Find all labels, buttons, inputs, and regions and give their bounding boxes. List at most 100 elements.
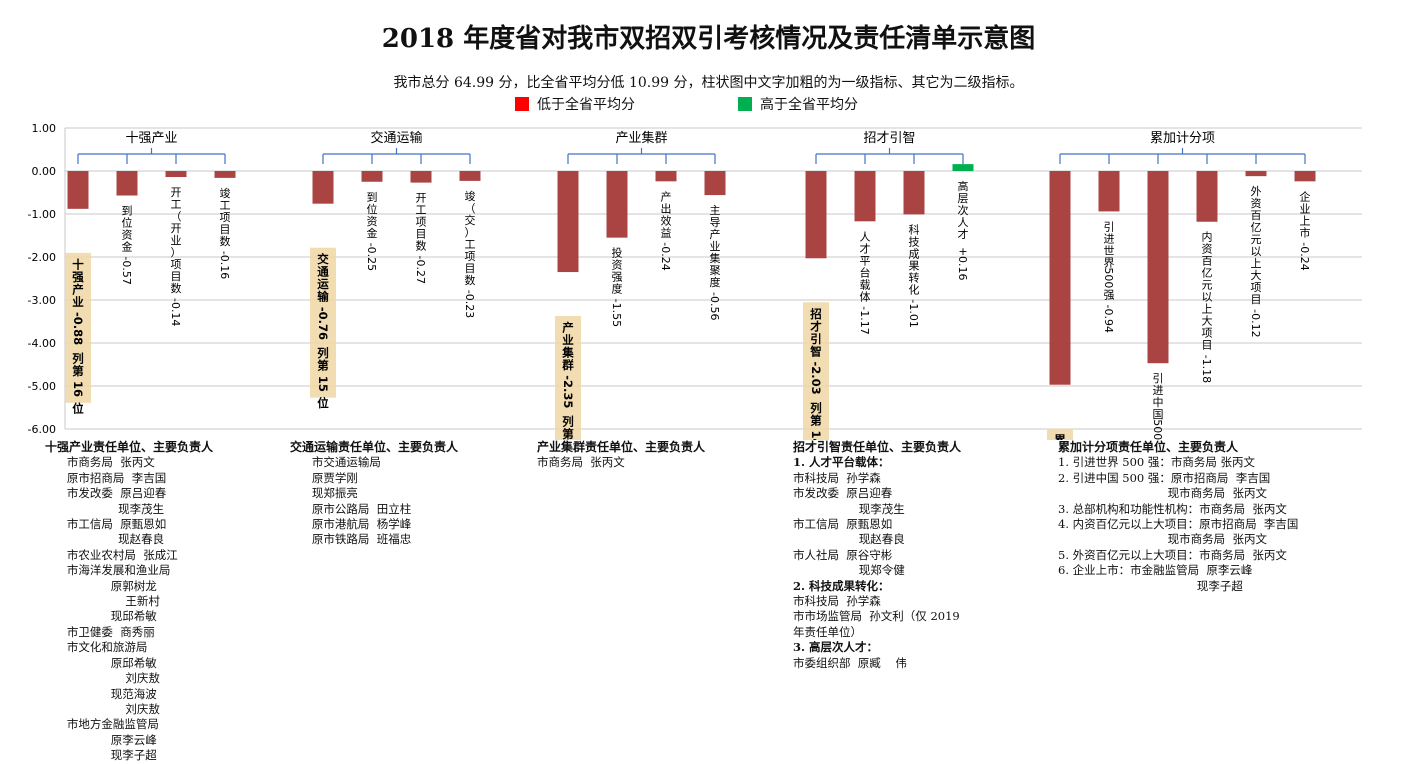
bar-label: 企业上市 -0.24 <box>1298 189 1311 270</box>
primary-badge <box>803 302 829 440</box>
bar-label-char: 高 <box>958 179 969 193</box>
bar <box>67 171 89 209</box>
resp-block-1: 十强产业责任单位、主要负责人 市商务局 张丙文 原市招商局 李吉国 市发改委 原… <box>45 440 213 764</box>
y-tick-label: -6.00 <box>28 423 56 436</box>
resp-line: 原市公路局 田立柱 <box>290 501 412 516</box>
bar-label-char: 位 <box>317 396 329 410</box>
resp-line: 现赵春良 <box>793 532 905 547</box>
bar-label-char: -0.14 <box>169 298 182 326</box>
y-tick-label: 0.00 <box>32 165 57 178</box>
bar-label-char: 强 <box>72 270 84 284</box>
bar-label-char: 科 <box>909 222 920 236</box>
resp-line: 年责任单位） <box>793 624 862 639</box>
bar-label-char: 资 <box>122 229 133 242</box>
bar-label-char: 载 <box>860 278 871 291</box>
bar-label-char: 导 <box>710 216 721 229</box>
bar-label-char: 群 <box>561 358 574 372</box>
bar-label-char: -0.23 <box>463 290 476 318</box>
bar-label-char: 化 <box>909 282 920 296</box>
bar-label-char: 第 <box>810 413 822 427</box>
bar-label-char: ） <box>465 226 476 239</box>
bar <box>854 171 876 222</box>
y-tick-label: 1.00 <box>32 122 57 135</box>
bar-label-char: 数 <box>416 240 427 253</box>
bar-label-char: 业 <box>710 240 721 253</box>
bar-label-char: 引 <box>810 332 822 346</box>
resp-line: 市发改委 原吕迎春 <box>45 486 167 501</box>
resp-line: 3. 总部机构和功能性机构：市商务局 张丙文 <box>1058 501 1287 516</box>
resp-line: 市卫健委 商秀丽 <box>45 624 155 639</box>
resp-line: 现李子超 <box>45 748 157 763</box>
legend-label-above: 高于全省平均分 <box>760 97 858 113</box>
resp-title: 交通运输责任单位、主要负责人 <box>290 440 459 454</box>
bar-label-char: （ <box>465 202 476 215</box>
bar-label-char: -0.88 <box>71 312 85 345</box>
bar-label-char: （ <box>171 210 182 223</box>
bar-label-char: 企 <box>1300 189 1311 203</box>
resp-title: 十强产业责任单位、主要负责人 <box>45 440 214 454</box>
legend-swatch-below <box>515 97 529 111</box>
resp-block-2: 交通运输责任单位、主要负责人 市交通运输局 原贾学刚 现郑振亮 原市公路局 田立… <box>290 440 458 548</box>
bar-label: 内资百亿元以上大项目 -1.18 <box>1200 230 1213 383</box>
bar-label-char: 元 <box>1202 279 1213 292</box>
primary-label: 招才引智-2.03列第14位 <box>809 307 823 440</box>
bar-label-char: 交 <box>317 252 329 266</box>
bar-label-char: 人 <box>958 216 969 229</box>
bar-label-char: 进 <box>1104 232 1115 245</box>
bar-label-char: + <box>958 245 967 258</box>
group-title: 产业集群 <box>615 130 667 146</box>
bar-label-char: 业 <box>1300 202 1311 215</box>
bar-label-char: 运 <box>317 277 329 291</box>
bar-label-char: 工 <box>465 238 476 251</box>
bar-label-char: 开 <box>171 186 182 199</box>
bar-label-char: 通 <box>317 265 329 279</box>
bar-label-char: 出 <box>661 201 672 215</box>
bar <box>361 171 383 182</box>
legend-label-below: 低于全省平均分 <box>537 97 635 113</box>
bar-label-char: 以 <box>1251 245 1262 258</box>
bar-label-char: 项 <box>465 250 476 263</box>
resp-line: 原邱希敏 <box>45 655 157 670</box>
bar-label-char: -0.94 <box>1102 305 1115 333</box>
resp-line: 现李茂生 <box>793 501 905 516</box>
bar <box>116 171 138 196</box>
bar-label-char: 投 <box>612 246 623 260</box>
bar-label-char: 500 <box>1151 419 1164 440</box>
resp-line: 原郭树龙 <box>45 578 157 593</box>
y-tick-label: -3.00 <box>28 294 56 307</box>
resp-line: 6. 企业上市：市金融监管局 原李云峰 <box>1058 563 1253 578</box>
bar-label-char: 引 <box>1153 371 1164 385</box>
resp-line: 市海洋发展和渔业局 <box>45 563 171 578</box>
resp-line: 市科技局 孙学森 <box>793 470 881 485</box>
y-tick-label: -5.00 <box>28 380 56 393</box>
resp-line: 3. 高层次人才： <box>793 640 879 655</box>
resp-line: 刘庆敖 <box>45 701 160 716</box>
bar <box>805 171 827 259</box>
bar-label-char: 目 <box>1251 293 1262 306</box>
bar-label-char: 平 <box>860 254 871 267</box>
primary-badge <box>555 316 581 440</box>
bar-label-char: 列 <box>317 346 329 360</box>
bar <box>1098 171 1120 212</box>
bar <box>1245 171 1267 177</box>
bar <box>1147 171 1169 364</box>
resp-title: 产业集群责任单位、主要负责人 <box>537 440 706 454</box>
bar-label-char: 技 <box>909 235 920 248</box>
bar-label-char: 度 <box>710 275 721 289</box>
bar <box>1294 171 1316 182</box>
legend-item-above: 高于全省平均分 <box>738 94 858 114</box>
y-tick-label: -1.00 <box>28 208 56 221</box>
resp-line: 现李子超 <box>1058 578 1243 593</box>
bar <box>1196 171 1218 222</box>
bar-label-char: 才 <box>860 241 871 255</box>
primary-badge <box>1047 428 1073 440</box>
bar-label-char: 开 <box>416 192 427 205</box>
bar-label-char: 人 <box>860 230 871 243</box>
bar-label-char: -1.18 <box>1200 355 1213 383</box>
bar-label-char: 15 <box>316 376 330 392</box>
bar-label-char: 集 <box>561 346 574 360</box>
bar-label-char: 果 <box>909 259 920 272</box>
